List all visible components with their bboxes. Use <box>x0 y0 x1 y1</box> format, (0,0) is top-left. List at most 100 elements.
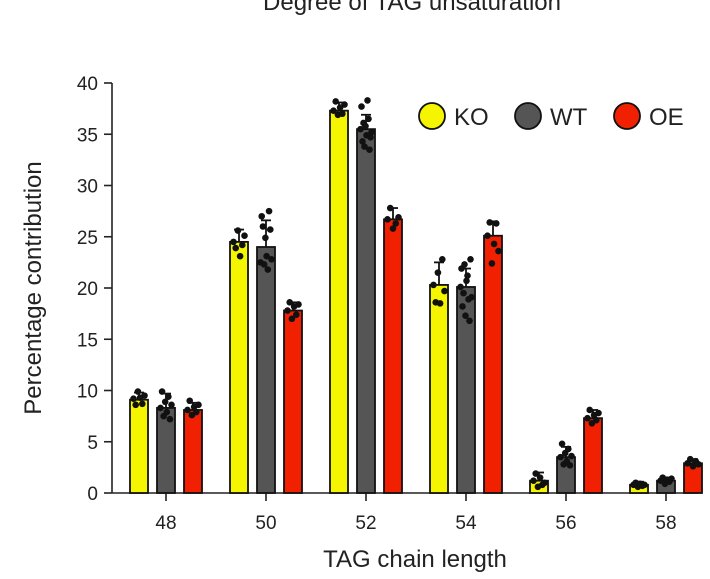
data-point <box>258 212 266 220</box>
data-point <box>195 401 202 409</box>
data-point <box>439 255 446 263</box>
data-point <box>236 252 244 260</box>
data-point <box>532 470 539 477</box>
data-point <box>686 455 694 463</box>
x-axis: 48 50 52 54 56 58 <box>112 492 698 534</box>
data-point <box>358 103 365 110</box>
data-point <box>466 317 473 325</box>
data-point <box>467 255 474 263</box>
data-point <box>230 238 237 246</box>
data-point <box>234 227 242 234</box>
data-point <box>368 128 375 136</box>
x-tick-label: 58 <box>655 513 676 534</box>
y-tick-label: 30 <box>77 177 98 198</box>
y-tick-label: 15 <box>77 330 98 351</box>
data-point <box>284 307 291 314</box>
data-point <box>132 401 139 409</box>
data-point <box>389 225 397 232</box>
data-point <box>695 461 702 468</box>
y-tick-label: 25 <box>77 228 98 249</box>
y-tick-label: 5 <box>87 433 98 454</box>
data-point <box>464 272 471 280</box>
legend-swatch-oe <box>613 102 641 130</box>
bar-oe-50 <box>283 309 303 494</box>
data-point <box>395 213 402 221</box>
bar-ko-48 <box>129 398 149 494</box>
y-tick-label: 10 <box>77 382 98 403</box>
data-point <box>460 289 467 297</box>
data-point <box>359 138 366 145</box>
y-axis-title: Percentage contribution <box>20 161 47 415</box>
data-point <box>493 220 500 227</box>
data-point <box>163 408 171 416</box>
data-point <box>367 134 374 141</box>
data-point <box>165 393 172 400</box>
data-point <box>262 234 269 242</box>
data-point <box>495 247 502 255</box>
data-point <box>364 97 371 104</box>
legend-label-wt: WT <box>550 104 588 131</box>
data-point <box>260 261 268 268</box>
data-point <box>166 415 174 423</box>
data-point <box>330 107 337 114</box>
data-point <box>357 125 364 133</box>
data-point <box>459 303 466 310</box>
y-tick-label: 20 <box>77 279 98 300</box>
bar-wt-52 <box>356 128 376 494</box>
data-point <box>161 398 169 406</box>
data-point <box>366 146 373 153</box>
bar-ko-50 <box>229 240 249 494</box>
data-point <box>584 414 591 422</box>
y-axis: 0 5 10 15 20 25 30 35 40 <box>77 74 113 505</box>
data-point <box>490 240 498 248</box>
data-point <box>541 479 548 487</box>
data-point <box>430 281 437 289</box>
legend: KO WT OE <box>418 102 684 131</box>
data-point <box>565 445 572 453</box>
data-point <box>141 392 148 399</box>
bar-wt-50 <box>256 246 276 494</box>
data-point <box>486 219 494 226</box>
data-point <box>268 255 275 263</box>
data-point <box>263 252 270 260</box>
x-tick-label: 50 <box>255 513 276 534</box>
data-point <box>361 143 368 150</box>
data-point <box>134 388 142 395</box>
data-point <box>288 315 296 323</box>
bar-oe-56 <box>583 417 603 494</box>
x-axis-title: TAG chain length <box>323 546 507 573</box>
data-point <box>266 226 274 233</box>
data-point <box>384 216 391 223</box>
data-point <box>239 241 246 249</box>
data-point <box>468 293 475 301</box>
data-point <box>558 440 566 448</box>
data-point <box>341 101 348 108</box>
data-point <box>130 395 137 403</box>
data-point <box>241 232 248 240</box>
data-point <box>193 408 200 416</box>
legend-label-ko: KO <box>454 104 489 131</box>
x-tick-label: 54 <box>455 513 477 534</box>
bar-oe-54 <box>483 234 503 494</box>
data-point <box>568 452 575 460</box>
data-point <box>488 260 496 267</box>
data-point <box>286 299 294 306</box>
data-point <box>386 204 394 212</box>
data-point <box>441 287 448 295</box>
data-point <box>557 453 564 461</box>
data-point <box>259 223 267 230</box>
legend-swatch-wt <box>514 102 542 130</box>
y-tick-label: 35 <box>77 125 98 146</box>
data-point <box>365 115 372 123</box>
bar-oe-52 <box>383 218 403 494</box>
data-point <box>689 463 697 470</box>
data-point <box>264 266 272 273</box>
data-point <box>265 207 273 215</box>
data-point <box>232 244 239 252</box>
data-point <box>593 416 600 424</box>
data-point <box>332 98 340 105</box>
y-tick-label: 40 <box>77 74 98 95</box>
data-point <box>434 269 442 276</box>
data-point <box>293 311 300 318</box>
